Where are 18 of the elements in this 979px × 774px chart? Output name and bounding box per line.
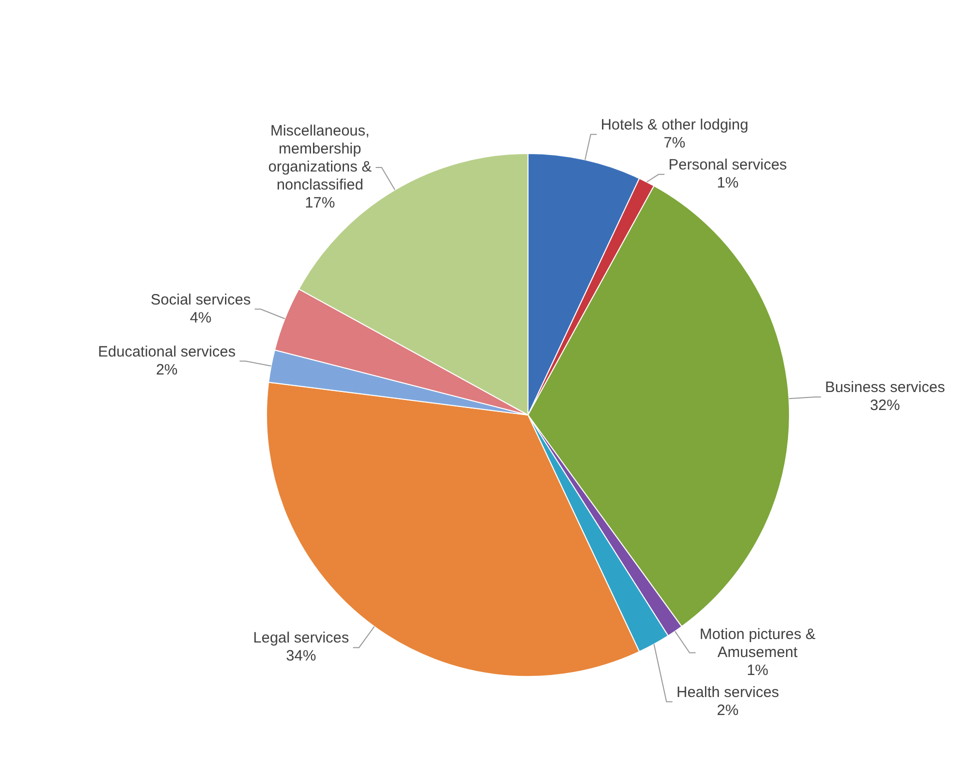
slice-label: Personal services bbox=[668, 156, 787, 174]
slice-label: Business services bbox=[824, 379, 945, 396]
slice-label: Legal services bbox=[253, 630, 350, 647]
slice-label: Motion pictures & Amusement bbox=[700, 626, 816, 661]
slice-label: Miscellaneous, membership organizations & nonclassified bbox=[268, 122, 372, 194]
data-label: 2% bbox=[156, 361, 178, 378]
slice-label: Educational services bbox=[98, 343, 236, 360]
data-label: 4% bbox=[190, 309, 212, 326]
data-label: 7% bbox=[664, 134, 686, 152]
data-label: 17% bbox=[304, 194, 335, 212]
data-label: 2% bbox=[716, 702, 739, 719]
slice-label: Health services bbox=[676, 684, 780, 701]
data-label: 1% bbox=[746, 662, 768, 679]
data-label: 32% bbox=[870, 397, 900, 414]
slice-label: Social services bbox=[150, 291, 251, 308]
data-label: 1% bbox=[716, 174, 739, 192]
slice-label: Hotels & other lodging bbox=[600, 116, 748, 134]
data-label: 34% bbox=[286, 648, 316, 665]
